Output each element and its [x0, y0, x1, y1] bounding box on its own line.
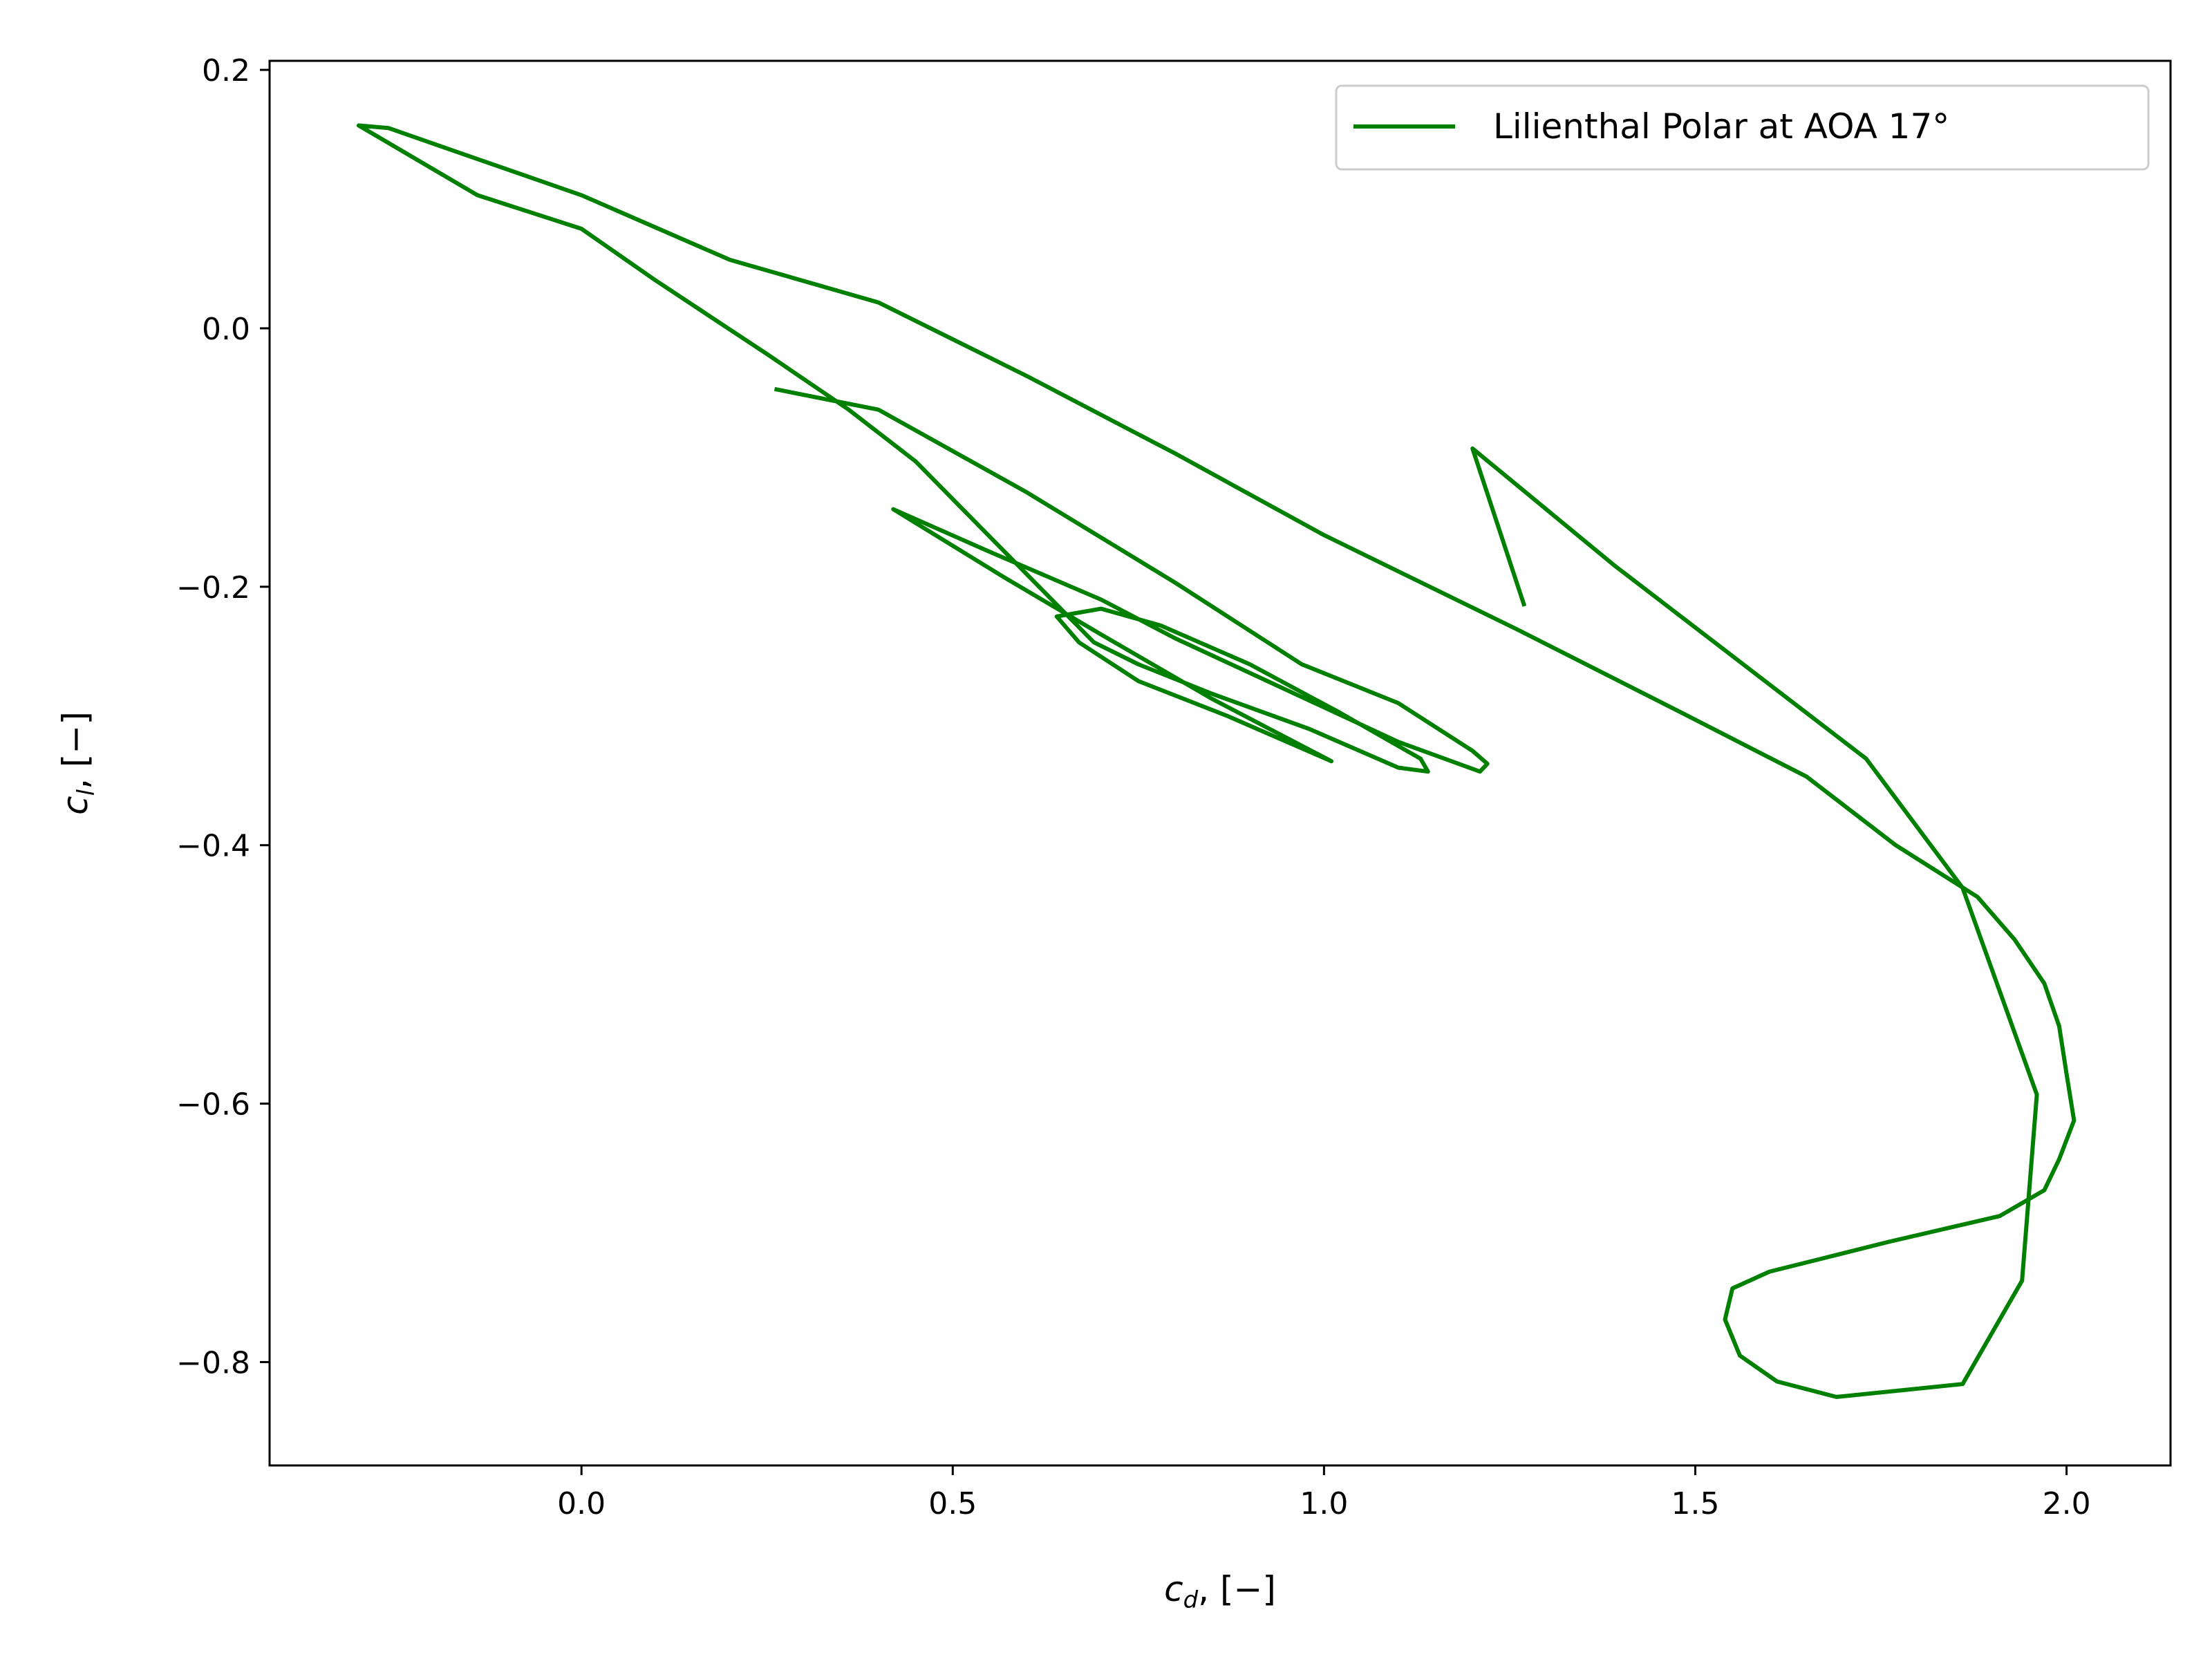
series-line [356, 123, 2077, 1399]
y-tick-label: 0.0 [202, 312, 250, 347]
x-tick-label: 2.0 [2043, 1486, 2091, 1521]
plot-area [268, 59, 2172, 1467]
legend: Lilienthal Polar at AOA 17° [1335, 84, 2150, 171]
y-tick-label: 0.2 [202, 53, 250, 88]
x-tick-label: 1.0 [1300, 1486, 1348, 1521]
y-tick-label: −0.2 [176, 570, 250, 606]
axes-frame [268, 59, 2172, 1467]
y-tick-label: −0.6 [176, 1087, 250, 1123]
y-tick-label: −0.8 [176, 1345, 250, 1380]
legend-label: Lilienthal Polar at AOA 17° [1493, 106, 1949, 147]
y-tick-label: −0.4 [176, 829, 250, 864]
x-ticks: 0.0 0.5 1.0 1.5 2.0 [557, 1465, 2091, 1521]
y-ticks: 0.2 0.0 −0.2 −0.4 −0.6 −0.8 [176, 53, 270, 1380]
axes-background [270, 61, 2171, 1465]
x-tick-label: 0.0 [557, 1486, 606, 1521]
legend-box [1335, 84, 2150, 171]
x-axis-label: cd, [−] [1164, 1569, 1276, 1614]
y-axis-label: cl, [−] [55, 711, 100, 815]
x-tick-label: 0.5 [928, 1486, 977, 1521]
x-tick-label: 1.5 [1671, 1486, 1720, 1521]
